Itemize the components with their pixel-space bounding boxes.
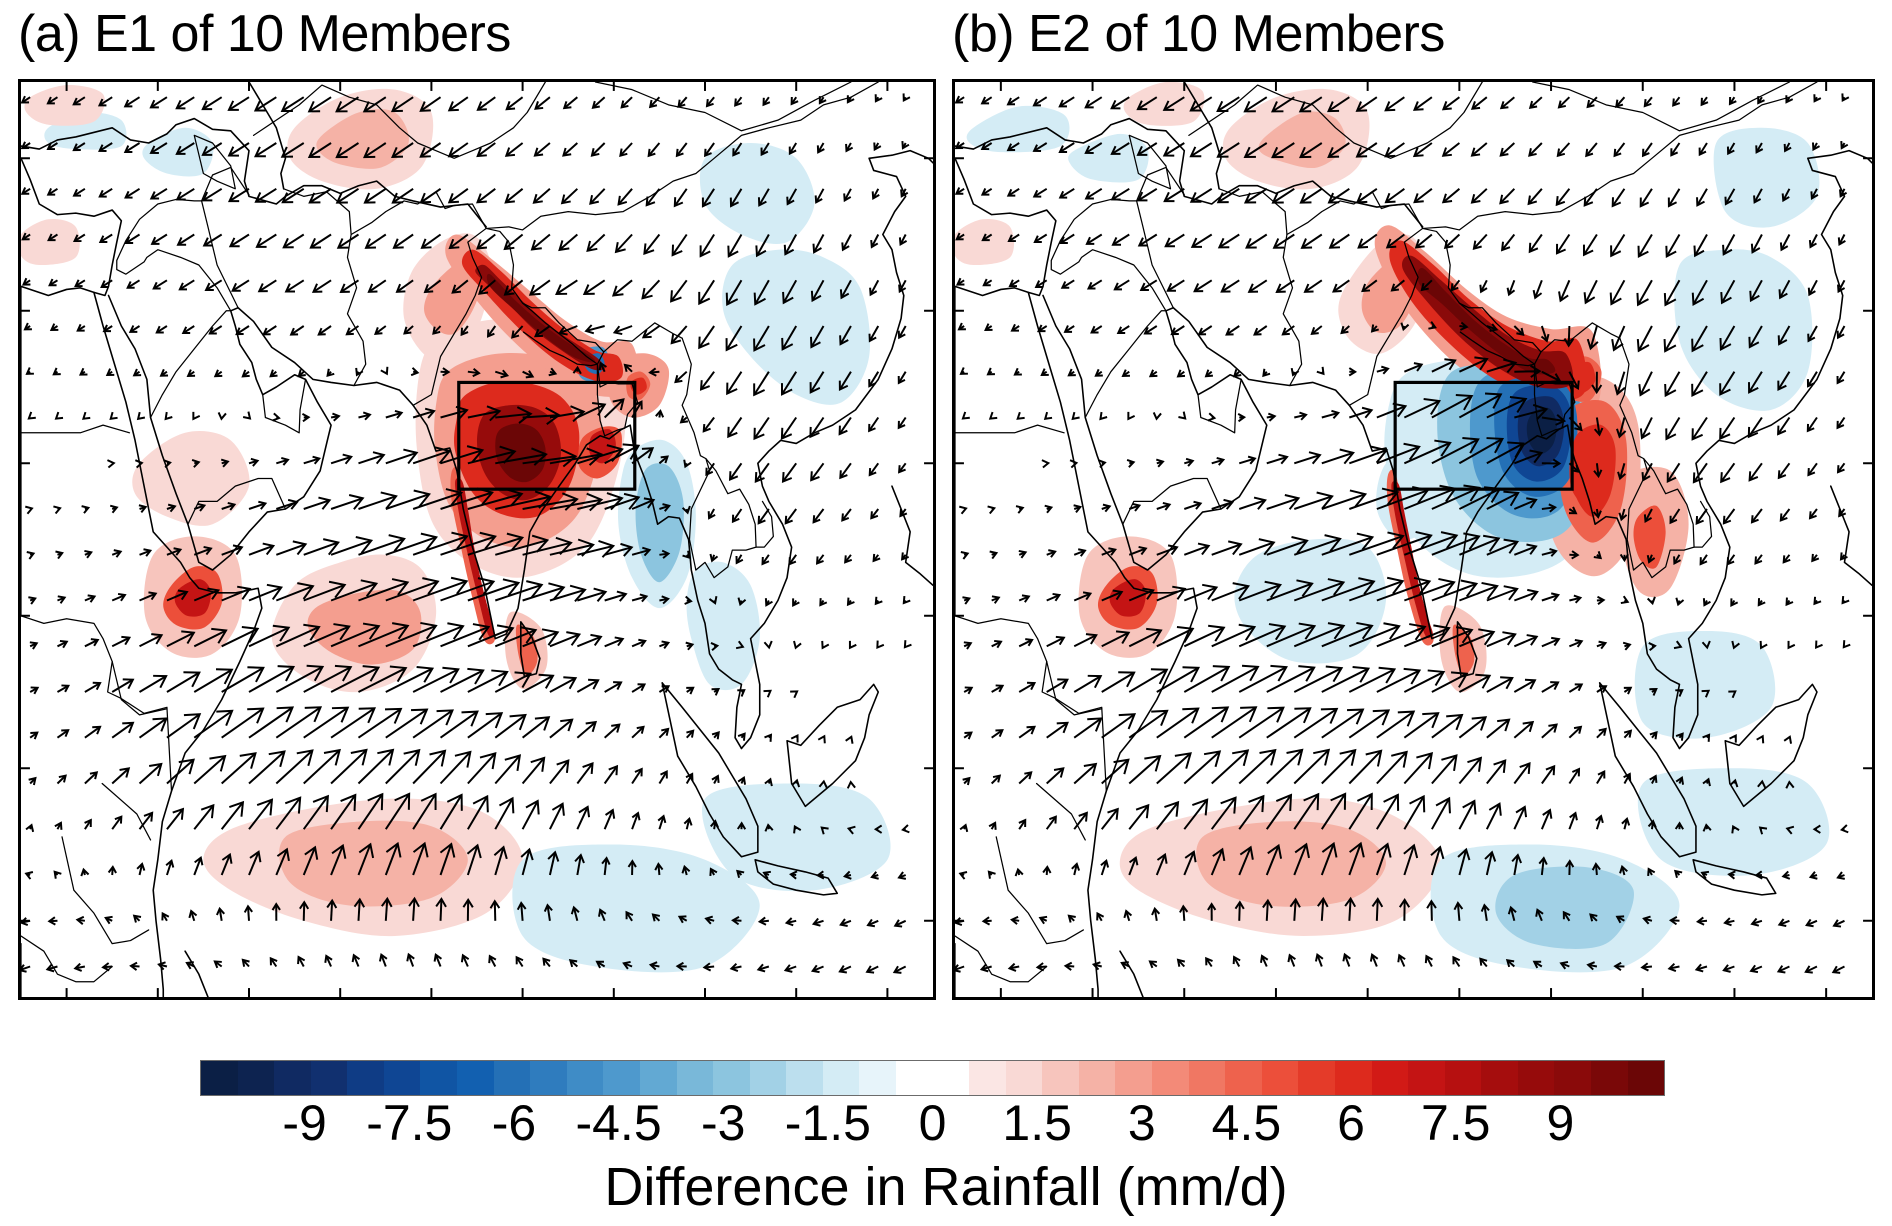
colorbar-cell [859,1061,896,1095]
colorbar-cell [1115,1061,1153,1095]
colorbar-cell [1517,1061,1555,1095]
colorbar-cell [1444,1061,1482,1095]
map-e1-svg [21,82,933,997]
colorbar-cell [1042,1061,1079,1095]
colorbar-cell [310,1061,348,1095]
colorbar-cell [1371,1061,1409,1095]
colorbar-cell [201,1061,238,1095]
colorbar-cell [1298,1061,1335,1095]
colorbar-cell [1005,1061,1043,1095]
colorbar-cell [237,1061,275,1095]
colorbar-cell [420,1061,458,1095]
colorbar-tick-neg9: -9 [282,1095,327,1151]
colorbar-cell [1225,1061,1262,1095]
colorbar-axis-label: Difference in Rainfall (mm/d) [604,1157,1288,1217]
colorbar[interactable] [200,1060,1665,1096]
colorbar-cell [274,1061,311,1095]
colorbar-tick-4p5: 4.5 [1211,1095,1282,1151]
colorbar-cell [1188,1061,1226,1095]
colorbar-tick-neg3: -3 [700,1095,746,1151]
colorbar-cell [457,1061,494,1095]
colorbar-cell [566,1061,604,1095]
panel-a-title: (a) E1 of 10 Members [18,5,511,63]
colorbar-tick-9: 9 [1546,1095,1575,1151]
colorbar-cell [493,1061,531,1095]
colorbar-cell [713,1061,750,1095]
colorbar-cell [1590,1061,1628,1095]
colorbar-cell [1554,1061,1591,1095]
analysis-box [457,380,637,491]
panel-b-title: (b) E2 of 10 Members [952,5,1445,63]
colorbar-cell [822,1061,860,1095]
colorbar-cell [786,1061,823,1095]
colorbar-cell [1408,1061,1445,1095]
colorbar-cell [969,1061,1006,1095]
colorbar-cell [1334,1061,1372,1095]
colorbar-cell [676,1061,714,1095]
colorbar-cell [383,1061,421,1095]
colorbar-cell [749,1061,787,1095]
colorbar-tick-6: 6 [1337,1095,1365,1151]
colorbar-cell [1481,1061,1518,1095]
analysis-box [1393,380,1574,491]
colorbar-tick-7p5: 7.5 [1420,1095,1491,1151]
map-e2-svg [955,82,1872,997]
colorbar-cell [1078,1061,1116,1095]
colorbar-tick-neg7p5: -7.5 [366,1095,453,1151]
colorbar-cell [932,1061,970,1095]
colorbar-tick-1p5: 1.5 [1002,1095,1072,1151]
colorbar-tick-3: 3 [1127,1095,1156,1151]
colorbar-cell [1627,1061,1665,1095]
colorbar-tick-neg4p5: -4.5 [575,1095,662,1151]
colorbar-cell [895,1061,933,1095]
colorbar-cell [639,1061,677,1095]
colorbar-tick-0: 0 [918,1095,947,1151]
colorbar-tick-labels: -9 -7.5 -6 -4.5 -3 -1.5 0 1.5 3 4.5 6 7.5 9 [0,1098,1892,1154]
colorbar-tick-neg1p5: -1.5 [784,1095,871,1151]
colorbar-cell [1261,1061,1299,1095]
map-panel-e2[interactable] [952,79,1875,1000]
colorbar-tick-neg6: -6 [491,1095,537,1151]
colorbar-cell [1152,1061,1189,1095]
colorbar-cell [347,1061,384,1095]
map-panel-e1[interactable] [18,79,936,1000]
colorbar-cell [530,1061,567,1095]
colorbar-cell [603,1061,640,1095]
colorbar-region: -9 -7.5 -6 -4.5 -3 -1.5 0 1.5 3 4.5 6 7.5 9 Differen… [0,1050,1892,1226]
